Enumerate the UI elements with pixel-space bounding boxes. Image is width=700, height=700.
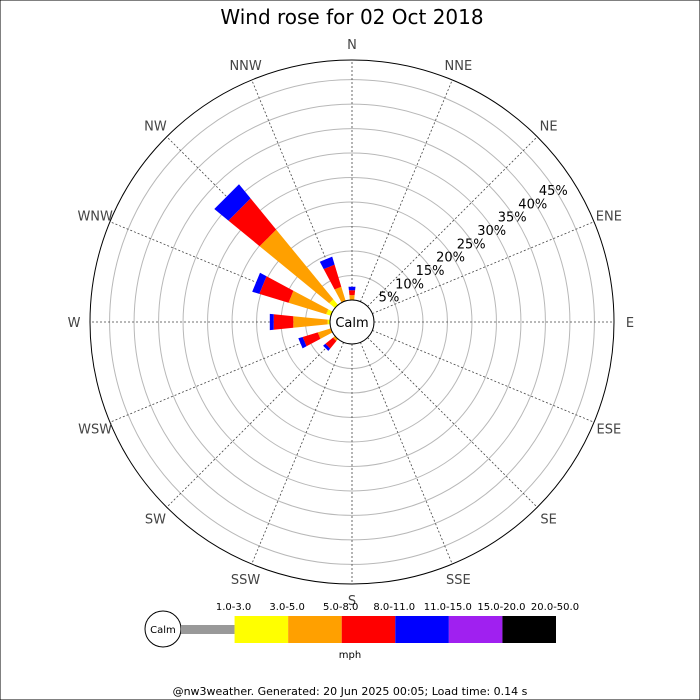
radial-tick-label: 15% bbox=[416, 264, 445, 279]
speed-legend: Calm 1.0-3.0 3.0-5.0 5.0-8.0 8.0-11.0 11.0-1… bbox=[144, 602, 579, 661]
legend-label-2: 5.0-8.0 bbox=[323, 602, 358, 613]
legend-swatch-2 bbox=[288, 616, 342, 643]
radial-tick-label: 45% bbox=[539, 184, 568, 199]
grid-circle bbox=[158, 128, 546, 516]
bar-wsw-bin4 bbox=[298, 337, 307, 349]
direction-label-wnw: WNW bbox=[77, 210, 113, 225]
radial-tick-label: 25% bbox=[457, 237, 486, 252]
legend-label-3: 8.0-11.0 bbox=[373, 602, 415, 613]
direction-label-ne: NE bbox=[540, 119, 558, 134]
bar-wsw-bin3 bbox=[302, 332, 321, 347]
wind-bars bbox=[214, 184, 356, 351]
spoke-wsw bbox=[109, 330, 332, 423]
spoke-sse bbox=[360, 342, 453, 565]
legend-units: mph bbox=[339, 650, 361, 661]
footer-text: @nw3weather. Generated: 20 Jun 2025 00:0… bbox=[173, 685, 528, 698]
chart-title: Wind rose for 02 Oct 2018 bbox=[220, 5, 483, 29]
spoke-ene bbox=[372, 221, 595, 314]
bar-nw-bin1 bbox=[329, 299, 338, 308]
direction-label-ssw: SSW bbox=[231, 573, 261, 588]
spoke-ese bbox=[372, 330, 595, 423]
radial-tick-label: 30% bbox=[477, 224, 506, 239]
grid-circle bbox=[207, 177, 497, 467]
bar-nnw-bin4 bbox=[319, 256, 335, 270]
legend-label-5: 15.0-20.0 bbox=[477, 602, 525, 613]
direction-label-ese: ESE bbox=[596, 422, 621, 437]
spoke-ssw bbox=[251, 342, 344, 565]
bar-n-bin4 bbox=[348, 286, 356, 291]
bar-w-bin3 bbox=[273, 314, 294, 330]
direction-label-n: N bbox=[347, 38, 357, 53]
spoke-nne bbox=[360, 79, 453, 302]
radial-tick-label: 10% bbox=[395, 277, 424, 292]
direction-labels: N NNE NE ENE E ESE SE SSE S SSW SW WSW W WNW NW NNW bbox=[68, 38, 635, 609]
direction-label-sse: SSE bbox=[446, 573, 471, 588]
calm-circle bbox=[329, 299, 375, 345]
direction-label-e: E bbox=[626, 316, 634, 331]
bar-sw-bin3 bbox=[325, 337, 337, 349]
bar-nnw-bin3 bbox=[323, 264, 342, 290]
bar-nw-bin4 bbox=[214, 184, 251, 221]
legend-label-6: 20.0-50.0 bbox=[531, 602, 579, 613]
legend-label-0: 1.0-3.0 bbox=[216, 602, 251, 613]
bar-w-bin2 bbox=[293, 316, 328, 328]
legend-swatch-0 bbox=[181, 625, 235, 634]
bar-w-bin4 bbox=[269, 313, 274, 331]
spoke-sw bbox=[166, 337, 337, 508]
bar-nnw-bin2 bbox=[334, 286, 346, 303]
direction-label-s: S bbox=[348, 594, 356, 609]
bar-nw-bin2 bbox=[259, 229, 334, 304]
legend-calm-label: Calm bbox=[150, 625, 176, 636]
radial-tick-label: 40% bbox=[518, 197, 547, 212]
radial-tick-label: 20% bbox=[436, 251, 465, 266]
bar-sw-bin2 bbox=[333, 336, 338, 341]
direction-label-ene: ENE bbox=[596, 210, 622, 225]
spoke-ne bbox=[367, 136, 538, 307]
outer-circle bbox=[89, 59, 615, 585]
direction-label-wsw: WSW bbox=[78, 422, 112, 437]
grid-circle bbox=[133, 103, 571, 541]
legend-swatch-4 bbox=[395, 616, 449, 643]
direction-label-se: SE bbox=[540, 513, 556, 528]
radial-tick-label: 35% bbox=[498, 211, 527, 226]
grid-circle bbox=[182, 152, 522, 492]
legend-items: 1.0-3.0 3.0-5.0 5.0-8.0 8.0-11.0 11.0-15.0 15… bbox=[181, 602, 579, 643]
legend-label-1: 3.0-5.0 bbox=[269, 602, 304, 613]
direction-label-sw: SW bbox=[145, 513, 166, 528]
legend-swatch-1 bbox=[234, 616, 289, 643]
legend-swatch-5 bbox=[448, 616, 503, 643]
bar-wsw-bin2 bbox=[317, 328, 333, 339]
legend-swatch-3 bbox=[341, 616, 396, 643]
radial-tick-label: 5% bbox=[379, 291, 400, 306]
direction-label-w: W bbox=[68, 316, 81, 331]
bar-nw-bin3 bbox=[228, 198, 277, 247]
legend-swatch-6 bbox=[502, 616, 556, 643]
spoke-se bbox=[367, 337, 538, 508]
direction-label-nw: NW bbox=[144, 119, 167, 134]
bar-n-bin3 bbox=[348, 290, 356, 296]
direction-label-nnw: NNW bbox=[229, 59, 261, 74]
calm-label: Calm bbox=[335, 316, 368, 331]
bar-wnw-bin1 bbox=[326, 309, 333, 316]
bar-sw-bin4 bbox=[323, 343, 331, 351]
bar-wnw-bin4 bbox=[252, 272, 267, 294]
legend-label-4: 11.0-15.0 bbox=[424, 602, 472, 613]
bar-n-bin2 bbox=[349, 295, 355, 300]
radial-tick-labels: 5%10%15%20%25%30%35%40%45% bbox=[379, 184, 568, 306]
bar-wnw-bin3 bbox=[259, 276, 294, 303]
bar-w-bin1 bbox=[327, 319, 330, 325]
bar-wnw-bin2 bbox=[288, 290, 329, 315]
direction-label-nne: NNE bbox=[445, 59, 473, 74]
